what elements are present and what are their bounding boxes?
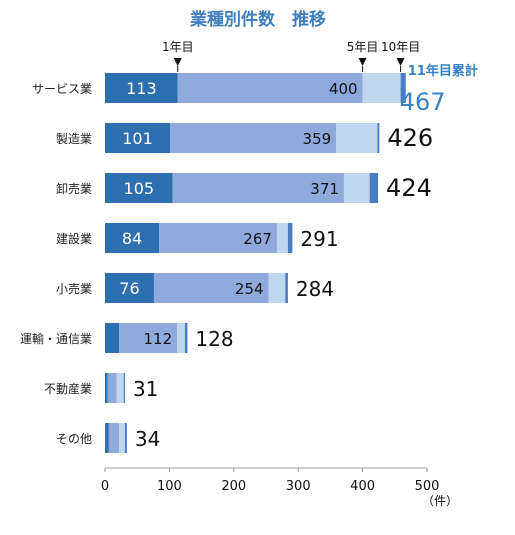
bar-segment <box>105 423 109 453</box>
bar-segment <box>153 273 269 303</box>
bar-value-label: 371 <box>310 180 339 198</box>
total-label: 467 <box>400 88 446 116</box>
x-tick-label: 300 <box>286 479 311 494</box>
marker-triangle <box>173 58 182 66</box>
marker-label: 5年目 <box>347 40 379 54</box>
bar-segment <box>105 273 154 303</box>
bar-value-label: 76 <box>119 279 139 298</box>
annotation-label: 11年目累計 <box>408 63 478 79</box>
total-label: 31 <box>133 377 158 401</box>
bar-segment <box>105 223 160 253</box>
marker-triangle <box>396 58 405 66</box>
x-tick-label: 100 <box>157 479 182 494</box>
bar-segment <box>362 73 401 103</box>
bar-segment <box>400 73 406 103</box>
total-label: 424 <box>386 174 432 202</box>
total-label: 34 <box>135 427 160 451</box>
bar-segment <box>177 323 185 353</box>
category-label: その他 <box>56 432 92 446</box>
bar-segment <box>172 173 344 203</box>
category-label: 製造業 <box>56 132 92 146</box>
bar-segment <box>287 223 293 253</box>
total-label: 291 <box>300 227 338 251</box>
bar-segment <box>184 323 188 353</box>
bar-segment <box>124 423 127 453</box>
x-axis: 0 100 200 300 400 500 <box>101 467 440 494</box>
category-label: 不動産業 <box>44 381 92 396</box>
bar-value-label: 359 <box>303 130 332 148</box>
bar-segment <box>276 223 288 253</box>
category-label: 運輸・通信業 <box>20 331 92 346</box>
unit-label: （件） <box>422 494 458 508</box>
bars-layer <box>105 73 406 453</box>
bar-value-label: 112 <box>143 330 172 348</box>
labels-layer: サービス業 113 400 467 製造業 101 359 426 卸売業 105 371 424 建設… <box>20 63 478 451</box>
bar-segment <box>336 123 378 153</box>
x-tick-label: 200 <box>221 479 246 494</box>
x-tick-label: 0 <box>101 479 109 494</box>
bar-value-label: 400 <box>329 80 358 98</box>
bar-value-label: 113 <box>126 79 157 98</box>
bar-segment <box>107 373 117 403</box>
bar-segment <box>343 173 370 203</box>
category-label: 小売業 <box>56 281 92 296</box>
bar-segment <box>116 373 124 403</box>
bar-segment <box>105 123 171 153</box>
bar-segment <box>123 373 125 403</box>
bar-segment <box>177 73 363 103</box>
total-label: 128 <box>195 327 233 351</box>
bar-segment <box>377 123 380 153</box>
marker-label: 10年目 <box>381 40 420 54</box>
year-markers: 1年目 5年目 10年目 <box>162 40 420 72</box>
bar-segment <box>105 73 178 103</box>
bar-segment <box>285 273 288 303</box>
category-label: 建設業 <box>56 231 92 246</box>
bar-segment <box>119 323 178 353</box>
chart-title: 業種別件数 推移 <box>190 9 326 30</box>
bar-value-label: 84 <box>122 229 142 248</box>
x-tick-label: 500 <box>415 479 440 494</box>
bar-value-label: 267 <box>243 230 272 248</box>
bar-segment <box>268 273 286 303</box>
bar-value-label: 254 <box>235 280 264 298</box>
bar-value-label: 105 <box>124 179 155 198</box>
marker-label: 1年目 <box>162 40 194 54</box>
total-label: 426 <box>387 124 433 152</box>
bar-segment <box>105 323 120 353</box>
bar-segment <box>108 423 120 453</box>
total-label: 284 <box>296 277 334 301</box>
bar-segment <box>159 223 277 253</box>
bar-segment <box>105 373 108 403</box>
bar-value-label: 101 <box>122 129 153 148</box>
bar-segment <box>369 173 379 203</box>
x-tick-label: 400 <box>350 479 375 494</box>
bar-segment <box>105 173 173 203</box>
marker-triangle <box>358 58 367 66</box>
category-label: サービス業 <box>32 82 92 96</box>
bar-segment <box>170 123 337 153</box>
category-label: 卸売業 <box>56 181 92 196</box>
bar-segment <box>119 423 125 453</box>
